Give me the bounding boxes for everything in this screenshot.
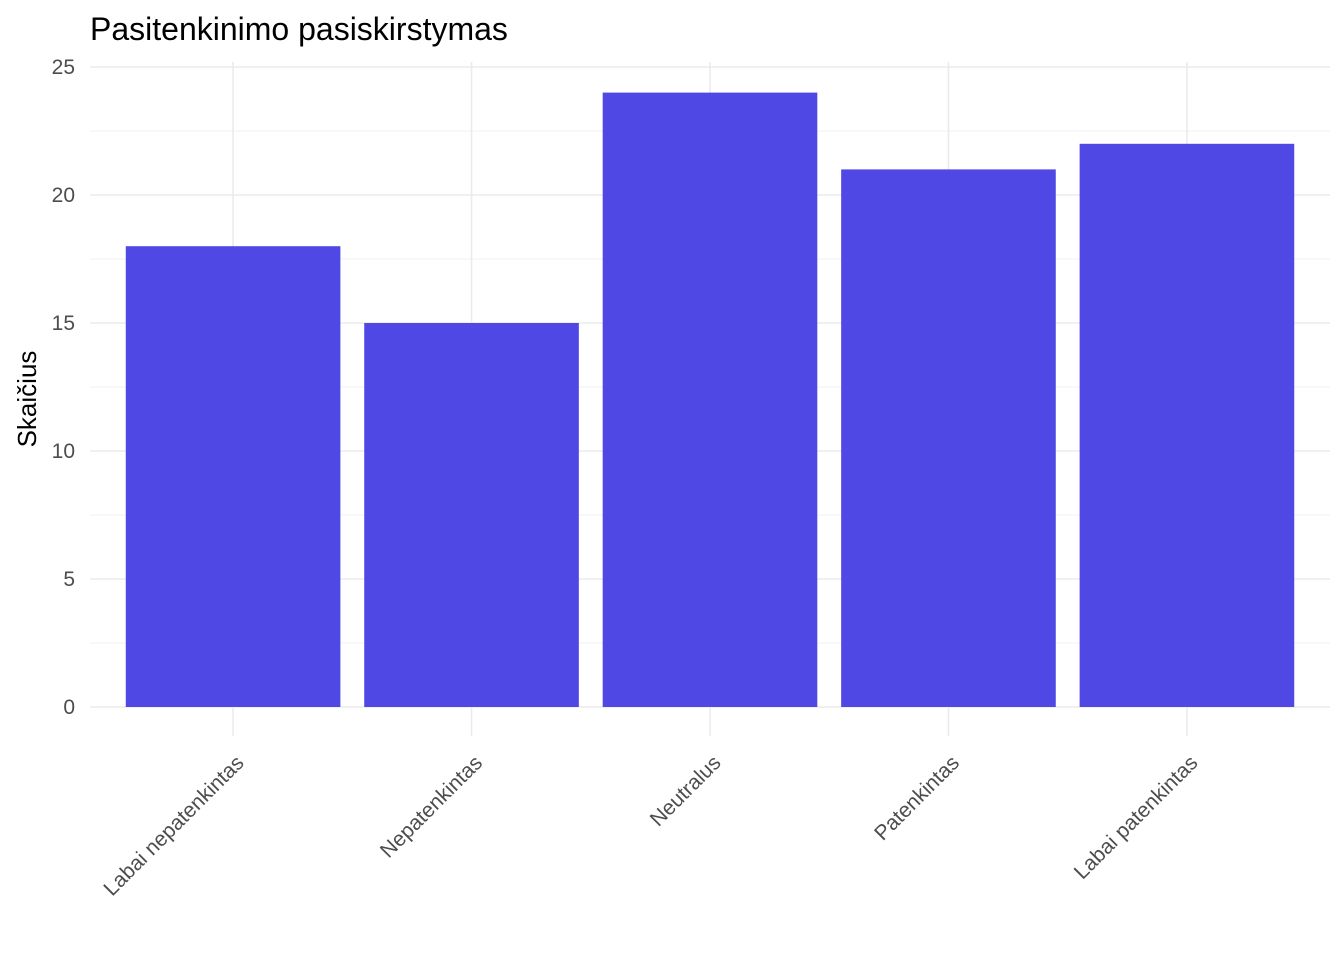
- x-tick-label: Labai nepatenkintas: [99, 751, 248, 900]
- x-tick-label: Neutralus: [646, 751, 726, 831]
- y-tick-label: 20: [52, 184, 75, 207]
- y-axis-title: Skaičius: [12, 351, 42, 448]
- x-tick-label: Patenkintas: [870, 751, 964, 845]
- y-tick-label: 10: [52, 440, 75, 463]
- bar: [364, 323, 579, 707]
- y-tick-label: 25: [52, 56, 75, 79]
- x-tick-label: Nepatenkintas: [376, 751, 487, 862]
- bar: [841, 169, 1056, 707]
- bar: [1079, 143, 1295, 708]
- y-tick-labels: 0 5 10 15 20 25: [52, 56, 75, 719]
- x-tick-labels: Labai nepatenkintas Nepatenkintas Neutralu…: [99, 751, 1202, 900]
- bar: [602, 92, 818, 708]
- bars: [125, 92, 1295, 708]
- chart-title: Pasitenkinimo pasiskirstymas: [90, 11, 508, 47]
- y-tick-label: 5: [63, 568, 75, 591]
- x-tick-label: Labai patenkintas: [1070, 751, 1203, 884]
- y-tick-label: 15: [52, 312, 75, 335]
- bar: [125, 246, 341, 707]
- y-tick-label: 0: [63, 696, 75, 719]
